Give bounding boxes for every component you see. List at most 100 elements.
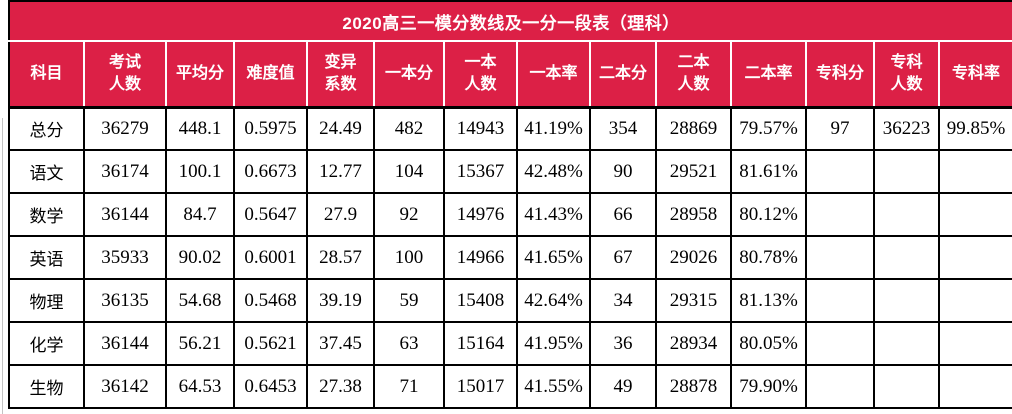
table-cell: 0.5621 bbox=[233, 321, 308, 366]
table-cell bbox=[805, 149, 875, 194]
table-cell: 27.9 bbox=[306, 192, 375, 237]
table-cell: 0.6673 bbox=[233, 149, 308, 194]
table-cell: 36279 bbox=[83, 106, 167, 151]
table-cell: 15017 bbox=[443, 364, 518, 409]
table-cell: 0.6001 bbox=[233, 235, 308, 280]
table-cell: 104 bbox=[373, 149, 445, 194]
table-cell bbox=[805, 278, 875, 323]
table-cell: 28869 bbox=[655, 106, 732, 151]
table-cell: 39.19 bbox=[306, 278, 375, 323]
table-cell: 99.85% bbox=[937, 106, 1012, 151]
row-subject: 英语 bbox=[8, 235, 85, 280]
table-cell: 54.68 bbox=[165, 278, 235, 323]
table-cell: 28.57 bbox=[306, 235, 375, 280]
table-cell: 15408 bbox=[443, 278, 518, 323]
table-cell: 41.43% bbox=[516, 192, 591, 237]
column-header-11: 二本率 bbox=[730, 40, 807, 109]
table-cell: 49 bbox=[589, 364, 657, 409]
table-cell bbox=[937, 149, 1012, 194]
table-cell: 41.95% bbox=[516, 321, 591, 366]
table-cell: 80.05% bbox=[730, 321, 807, 366]
table-cell: 71 bbox=[373, 364, 445, 409]
table-cell: 14943 bbox=[443, 106, 518, 151]
table-cell: 0.6453 bbox=[233, 364, 308, 409]
table-cell: 27.38 bbox=[306, 364, 375, 409]
column-header-4: 难度值 bbox=[233, 40, 308, 109]
table-cell bbox=[805, 321, 875, 366]
table-row: 化学 36144 56.21 0.5621 37.45 63 15164 41.95% 36 28… bbox=[8, 321, 1012, 366]
table-row: 生物 36142 64.53 0.6453 27.38 71 15017 41.55% 49 28… bbox=[8, 364, 1012, 409]
table-cell bbox=[937, 364, 1012, 409]
table-cell: 79.57% bbox=[730, 106, 807, 151]
table-cell: 90 bbox=[589, 149, 657, 194]
table-cell: 36144 bbox=[83, 321, 167, 366]
table-cell bbox=[937, 192, 1012, 237]
table-cell: 59 bbox=[373, 278, 445, 323]
table-cell bbox=[873, 364, 940, 409]
table-cell bbox=[873, 192, 940, 237]
table-cell: 35933 bbox=[83, 235, 167, 280]
row-subject: 化学 bbox=[8, 321, 85, 366]
table-cell bbox=[805, 192, 875, 237]
table-cell: 41.19% bbox=[516, 106, 591, 151]
row-subject: 数学 bbox=[8, 192, 85, 237]
column-header-13: 专科 人数 bbox=[873, 40, 940, 109]
column-header-10: 二本 人数 bbox=[655, 40, 732, 109]
score-table: 2020高三一模分数线及一分一段表（理科） 科目 考试 人数 平均分 难度值 变异 系数… bbox=[7, 0, 1012, 409]
table-cell: 12.77 bbox=[306, 149, 375, 194]
table-row: 总分 36279 448.1 0.5975 24.49 482 14943 41.19% 354… bbox=[8, 106, 1012, 151]
table-cell: 15367 bbox=[443, 149, 518, 194]
table-cell: 90.02 bbox=[165, 235, 235, 280]
table-row: 语文 36174 100.1 0.6673 12.77 104 15367 42.48% 90 2… bbox=[8, 149, 1012, 194]
table-cell: 354 bbox=[589, 106, 657, 151]
spreadsheet-gridline bbox=[2, 118, 3, 414]
table-cell: 100.1 bbox=[165, 149, 235, 194]
table-cell: 66 bbox=[589, 192, 657, 237]
table-cell bbox=[937, 321, 1012, 366]
table-cell: 14966 bbox=[443, 235, 518, 280]
table-cell: 63 bbox=[373, 321, 445, 366]
table-row: 物理 36135 54.68 0.5468 39.19 59 15408 42.64% 34 29… bbox=[8, 278, 1012, 323]
table-cell: 28878 bbox=[655, 364, 732, 409]
column-header-14: 专科率 bbox=[937, 40, 1012, 109]
row-subject: 语文 bbox=[8, 149, 85, 194]
table-row: 数学 36144 84.7 0.5647 27.9 92 14976 41.43% 66 2895… bbox=[8, 192, 1012, 237]
table-cell: 84.7 bbox=[165, 192, 235, 237]
table-cell: 64.53 bbox=[165, 364, 235, 409]
table-cell: 28958 bbox=[655, 192, 732, 237]
table-title: 2020高三一模分数线及一分一段表（理科） bbox=[7, 0, 1012, 42]
column-header-12: 专科分 bbox=[805, 40, 875, 109]
table-cell: 36142 bbox=[83, 364, 167, 409]
table-cell bbox=[873, 235, 940, 280]
table-cell: 36135 bbox=[83, 278, 167, 323]
column-header-9: 二本分 bbox=[589, 40, 657, 109]
table-cell: 42.64% bbox=[516, 278, 591, 323]
table-cell: 36 bbox=[589, 321, 657, 366]
table-cell: 14976 bbox=[443, 192, 518, 237]
table-cell bbox=[805, 235, 875, 280]
table-cell bbox=[873, 321, 940, 366]
table-cell: 36223 bbox=[873, 106, 940, 151]
table-cell: 29315 bbox=[655, 278, 732, 323]
table-cell bbox=[937, 278, 1012, 323]
table-cell: 80.12% bbox=[730, 192, 807, 237]
table-cell: 0.5468 bbox=[233, 278, 308, 323]
table-row: 英语 35933 90.02 0.6001 28.57 100 14966 41.65% 67 2… bbox=[8, 235, 1012, 280]
table-cell: 0.5975 bbox=[233, 106, 308, 151]
table-cell: 42.48% bbox=[516, 149, 591, 194]
header-row: 科目 考试 人数 平均分 难度值 变异 系数 一本分 一本 人数 一本率 二本分 二本 人数 二本率… bbox=[8, 40, 1012, 109]
table-cell: 41.65% bbox=[516, 235, 591, 280]
table-cell: 80.78% bbox=[730, 235, 807, 280]
table-cell: 34 bbox=[589, 278, 657, 323]
column-header-7: 一本 人数 bbox=[443, 40, 518, 109]
table-cell: 24.49 bbox=[306, 106, 375, 151]
column-header-6: 一本分 bbox=[373, 40, 445, 109]
column-header-5: 变异 系数 bbox=[306, 40, 375, 109]
row-subject: 物理 bbox=[8, 278, 85, 323]
table-cell: 28934 bbox=[655, 321, 732, 366]
column-header-8: 一本率 bbox=[516, 40, 591, 109]
table-cell: 37.45 bbox=[306, 321, 375, 366]
title-row: 2020高三一模分数线及一分一段表（理科） bbox=[7, 0, 1012, 42]
table-cell bbox=[873, 278, 940, 323]
